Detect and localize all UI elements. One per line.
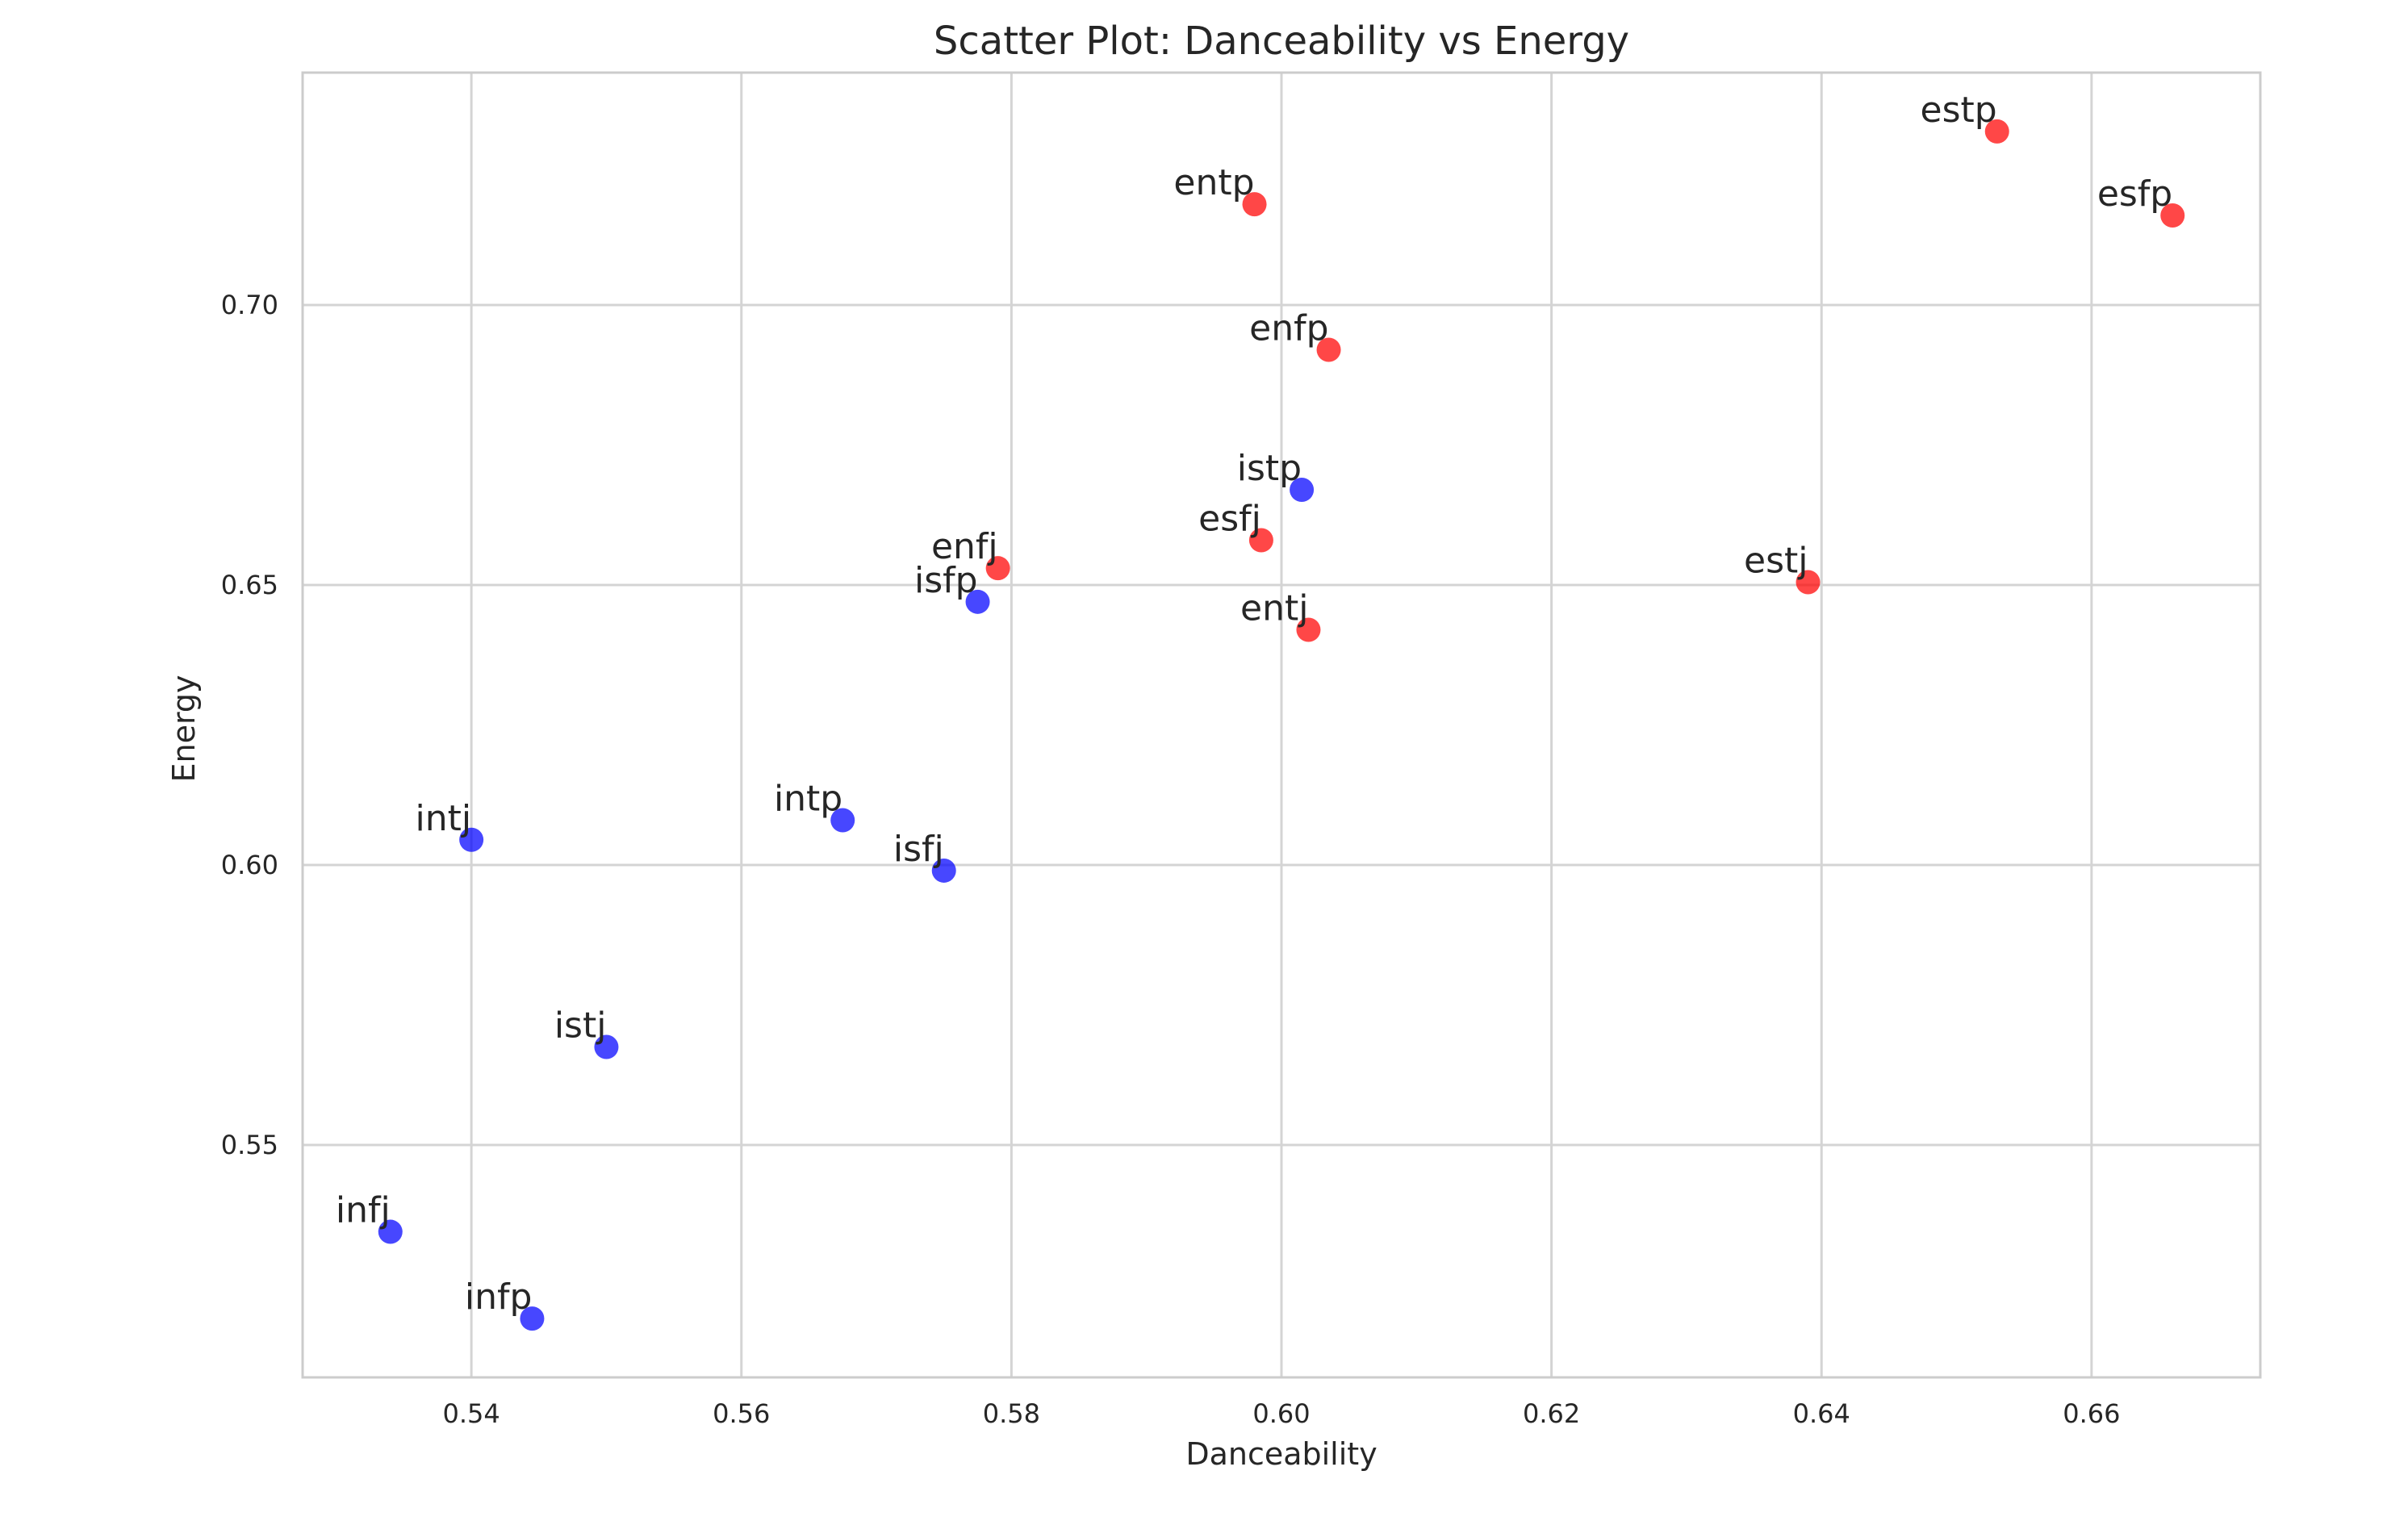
x-axis-label: Danceability	[1185, 1436, 1377, 1472]
point-label-esfp: esfp	[2097, 173, 2172, 215]
plot-area-frame	[301, 71, 2262, 1379]
tick-labels: 0.54 0.56 0.58 0.60 0.62 0.64 0.66 0.55 0.60 0.65…	[221, 290, 2121, 1429]
data-point-isfp	[965, 589, 990, 614]
data-point-infj	[378, 1219, 403, 1244]
point-label-estp: estp	[1921, 90, 1997, 131]
data-point-intj	[459, 827, 484, 852]
data-point-esfp	[2160, 203, 2185, 228]
data-point-estp	[1984, 119, 2009, 144]
x-tick-label: 0.56	[713, 1398, 770, 1429]
chart-title: Scatter Plot: Danceability vs Energy	[934, 19, 1629, 64]
point-label-infj: infj	[336, 1190, 391, 1231]
x-tick-label: 0.60	[1252, 1398, 1310, 1429]
data-point-esfj	[1248, 528, 1273, 553]
data-point-entj	[1296, 617, 1321, 642]
y-tick-label: 0.55	[221, 1130, 278, 1160]
point-label-intj: intj	[416, 798, 472, 839]
y-tick-label: 0.65	[221, 570, 278, 600]
point-label-istj: istj	[554, 1005, 607, 1047]
point-label-intp: intp	[774, 778, 842, 819]
point-label-entp: entp	[1173, 162, 1254, 203]
data-point-enfp	[1316, 337, 1341, 362]
data-point-entp	[1242, 192, 1267, 217]
y-tick-label: 0.70	[221, 290, 278, 320]
point-label-enfp: enfp	[1249, 308, 1328, 349]
x-tick-label: 0.58	[983, 1398, 1040, 1429]
point-label-esfj: esfj	[1198, 498, 1261, 539]
grid-lines	[303, 73, 2260, 1377]
data-point-isfj	[931, 858, 956, 883]
data-point-infp	[520, 1306, 545, 1331]
point-label-infp: infp	[465, 1277, 533, 1318]
data-point-istj	[594, 1034, 619, 1059]
y-axis-label: Energy	[166, 675, 202, 782]
point-label-istp: istp	[1237, 448, 1302, 489]
data-point-estj	[1796, 570, 1821, 595]
data-point-enfj	[985, 556, 1010, 581]
point-label-isfp: isfp	[914, 560, 978, 601]
y-tick-label: 0.60	[221, 850, 278, 880]
point-label-estj: estj	[1744, 541, 1808, 582]
x-tick-label: 0.62	[1523, 1398, 1580, 1429]
data-points	[378, 119, 2185, 1331]
data-point-intp	[830, 808, 855, 833]
x-tick-label: 0.64	[1793, 1398, 1850, 1429]
point-labels: estp entp esfp enfp istp esfj enfj estj isfp entj…	[336, 90, 2172, 1318]
x-tick-label: 0.54	[443, 1398, 500, 1429]
x-tick-label: 0.66	[2063, 1398, 2120, 1429]
point-label-entj: entj	[1240, 588, 1308, 629]
point-label-enfj: enfj	[931, 526, 998, 567]
data-point-istp	[1290, 478, 1315, 503]
point-label-isfj: isfj	[893, 829, 944, 870]
